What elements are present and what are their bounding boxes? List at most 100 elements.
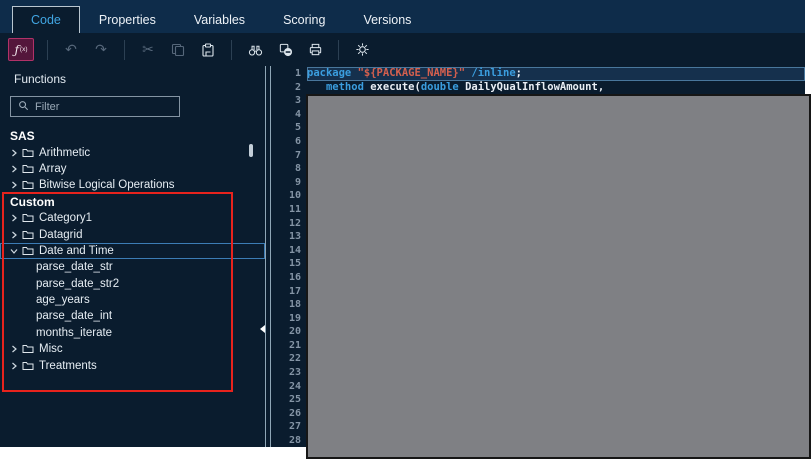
folder-icon xyxy=(22,246,34,256)
find-icon[interactable] xyxy=(240,38,270,62)
tree-folder-label: Array xyxy=(39,162,67,175)
tab-variables[interactable]: Variables xyxy=(193,13,246,27)
functions-panel: Functions Filter SAS Arithmetic Array Bitwi… xyxy=(0,66,265,447)
line-number-gutter: 1 2 3 4 5 6 7 8 9 10 11 12 13 14 15 16 17 18 19 20 21 22 23 24 2… xyxy=(271,67,301,447)
folder-icon xyxy=(22,361,34,371)
line-number: 27 xyxy=(288,421,301,433)
filter-input[interactable]: Filter xyxy=(10,96,180,117)
tree-folder-arithmetic[interactable]: Arithmetic xyxy=(0,144,265,160)
line-number: 15 xyxy=(288,258,301,270)
folder-icon xyxy=(22,148,34,158)
code-token: ; xyxy=(515,67,522,79)
tab-code[interactable]: Code xyxy=(12,6,80,33)
search-icon xyxy=(18,98,29,116)
functions-panel-title: Functions xyxy=(14,72,67,86)
tree-function-parse-date-str[interactable]: parse_date_str xyxy=(36,261,113,274)
line-number: 12 xyxy=(288,217,301,229)
folder-icon xyxy=(22,164,34,174)
tree-folder-date-and-time[interactable]: Date and Time xyxy=(0,243,265,259)
settings-icon[interactable] xyxy=(347,38,377,62)
code-token: "${PACKAGE_NAME}" xyxy=(357,67,466,79)
line-number: 4 xyxy=(294,108,301,120)
print-icon[interactable] xyxy=(300,38,330,62)
folder-icon xyxy=(22,180,34,190)
section-header-sas: SAS xyxy=(10,129,35,144)
insert-function-icon[interactable]: ƒ (x) xyxy=(8,38,34,61)
line-number: 20 xyxy=(288,326,301,338)
section-header-custom: Custom xyxy=(10,194,55,209)
line-number: 11 xyxy=(288,203,301,215)
line-number: 17 xyxy=(288,285,301,297)
tab-properties[interactable]: Properties xyxy=(98,13,156,27)
code-token: double xyxy=(420,80,459,93)
hide-annotations-icon[interactable] xyxy=(270,38,300,62)
chevron-right-icon[interactable] xyxy=(10,181,22,189)
tree-folder-misc[interactable]: Misc xyxy=(0,341,265,357)
tree-function-parse-date-int[interactable]: parse_date_int xyxy=(36,310,113,323)
editor-toolbar: ƒ (x) ↶ ↷ ✂ xyxy=(0,33,805,66)
line-number: 13 xyxy=(288,231,301,243)
tree-folder-label: Category1 xyxy=(39,212,93,225)
chevron-right-icon[interactable] xyxy=(10,165,22,173)
tree-folder-label: Treatments xyxy=(39,359,97,372)
tab-scoring[interactable]: Scoring xyxy=(283,13,326,27)
tree-folder-datagrid[interactable]: Datagrid xyxy=(0,226,265,242)
line-number: 1 xyxy=(294,68,301,79)
copy-icon[interactable] xyxy=(163,38,193,62)
code-pane[interactable]: package "${PACKAGE_NAME}" /inline; metho… xyxy=(307,67,805,94)
toolbar-separator xyxy=(47,39,48,60)
line-number: 23 xyxy=(288,367,301,379)
line-number: 28 xyxy=(288,435,301,447)
code-token: execute( xyxy=(363,80,421,93)
chevron-right-icon[interactable] xyxy=(10,362,22,370)
line-number: 22 xyxy=(288,353,301,365)
code-token xyxy=(307,81,326,93)
cut-icon[interactable]: ✂ xyxy=(142,41,154,57)
line-number: 7 xyxy=(294,149,301,161)
tree-folder-array[interactable]: Array xyxy=(0,161,265,177)
tree-folder-label: Arithmetic xyxy=(39,146,91,159)
chevron-right-icon[interactable] xyxy=(10,214,22,222)
functions-tree: SAS Arithmetic Array Bitwise Logical Operat… xyxy=(0,128,265,374)
line-number: 5 xyxy=(294,122,301,134)
collapse-panel-icon[interactable] xyxy=(260,325,265,333)
tree-folder-label: Date and Time xyxy=(39,244,114,257)
line-number: 25 xyxy=(288,394,301,406)
chevron-right-icon[interactable] xyxy=(10,149,22,157)
folder-icon xyxy=(22,213,34,223)
tree-folder-treatments[interactable]: Treatments xyxy=(0,357,265,373)
line-number: 10 xyxy=(288,190,301,202)
chevron-right-icon[interactable] xyxy=(10,231,22,239)
folder-icon xyxy=(22,230,34,240)
line-number: 3 xyxy=(294,95,301,107)
line-number: 9 xyxy=(294,176,301,188)
chevron-right-icon[interactable] xyxy=(10,345,22,353)
chevron-down-icon[interactable] xyxy=(10,247,22,255)
tree-function-months-iterate[interactable]: months_iterate xyxy=(36,326,113,339)
code-token: /inline xyxy=(471,67,516,79)
code-token: package xyxy=(307,67,352,79)
tree-folder-bitwise-logical-operations[interactable]: Bitwise Logical Operations xyxy=(0,177,265,193)
functions-scrollbar-thumb[interactable] xyxy=(249,144,253,157)
tree-folder-category1[interactable]: Category1 xyxy=(0,210,265,226)
line-number: 6 xyxy=(294,135,301,147)
line-number: 19 xyxy=(288,312,301,324)
paste-icon[interactable] xyxy=(193,38,223,62)
code-token: method xyxy=(325,80,364,93)
code-token: DailyQualInflowAmount, xyxy=(458,80,605,93)
toolbar-separator xyxy=(124,39,125,60)
tab-versions[interactable]: Versions xyxy=(363,13,412,27)
tree-folder-label: Datagrid xyxy=(39,228,83,241)
code-line[interactable]: method execute(double DailyQualInflowAmo… xyxy=(307,81,805,95)
tree-function-parse-date-str2[interactable]: parse_date_str2 xyxy=(36,277,120,290)
redo-icon[interactable]: ↷ xyxy=(95,41,107,57)
undo-icon[interactable]: ↶ xyxy=(65,41,77,57)
line-number: 24 xyxy=(288,380,301,392)
code-line[interactable]: package "${PACKAGE_NAME}" /inline; xyxy=(307,67,805,81)
line-number: 14 xyxy=(288,244,301,256)
line-number: 18 xyxy=(288,299,301,311)
tree-function-age-years[interactable]: age_years xyxy=(36,294,90,307)
filter-placeholder: Filter xyxy=(35,100,60,113)
panel-divider[interactable] xyxy=(260,66,271,447)
tree-folder-label: Bitwise Logical Operations xyxy=(39,179,175,192)
